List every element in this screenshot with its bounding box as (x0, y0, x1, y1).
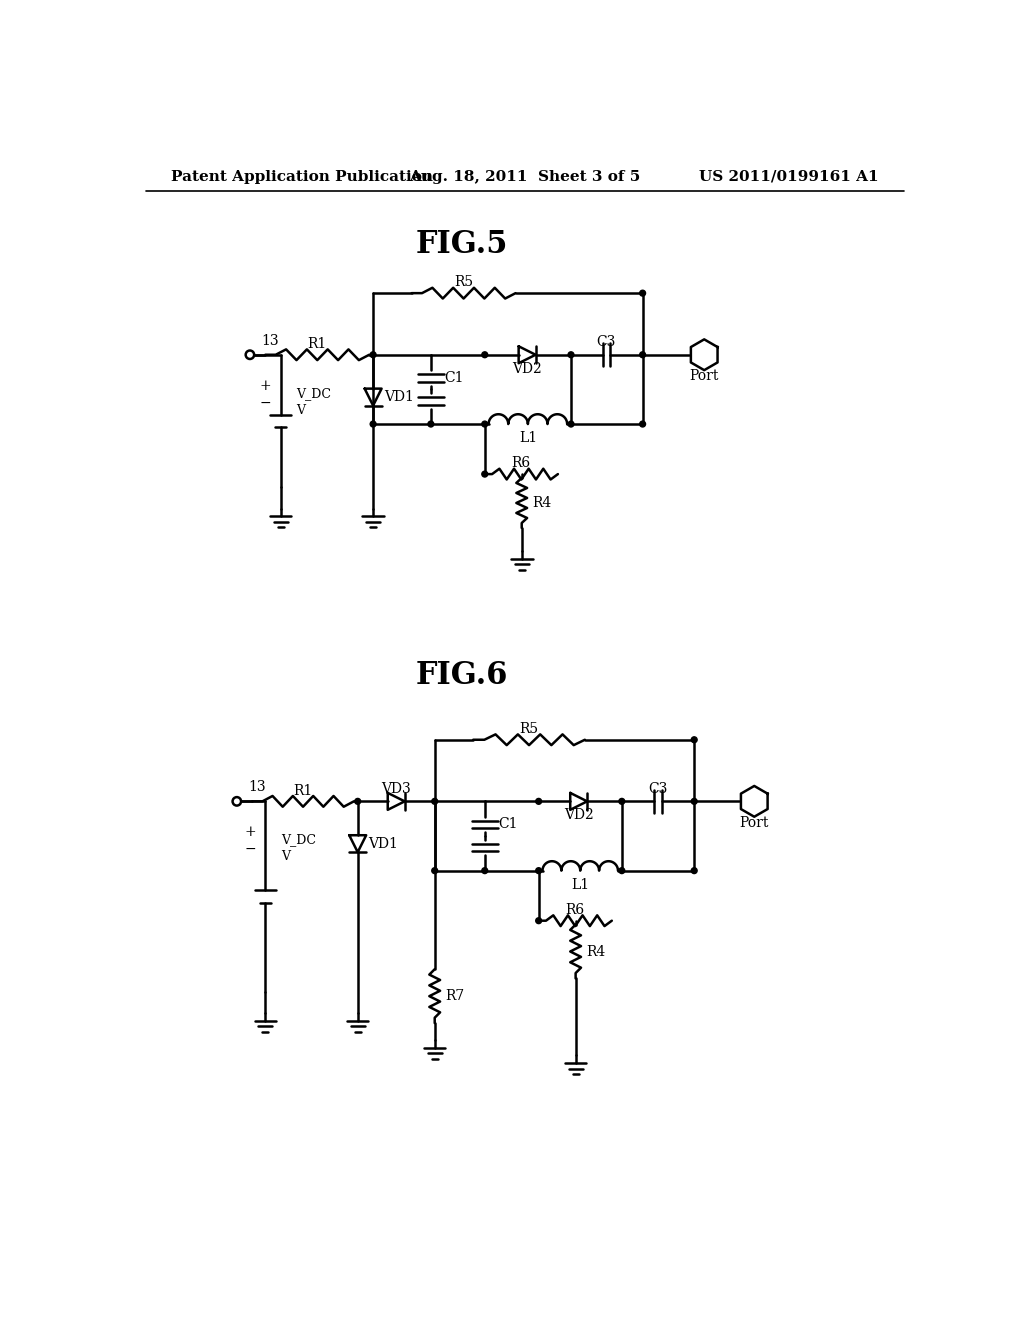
Circle shape (691, 799, 697, 804)
Text: V_DC: V_DC (281, 833, 315, 846)
Circle shape (371, 421, 376, 426)
Text: +: + (259, 379, 271, 392)
Circle shape (354, 799, 360, 804)
Circle shape (640, 290, 645, 296)
Text: Aug. 18, 2011  Sheet 3 of 5: Aug. 18, 2011 Sheet 3 of 5 (410, 170, 640, 183)
Text: R7: R7 (445, 989, 465, 1003)
Circle shape (482, 352, 487, 358)
Text: V: V (296, 404, 305, 417)
Text: VD3: VD3 (381, 781, 411, 796)
Circle shape (432, 867, 437, 874)
Circle shape (536, 799, 542, 804)
Text: R5: R5 (454, 276, 473, 289)
Circle shape (482, 421, 487, 426)
Text: VD1: VD1 (369, 837, 398, 850)
Text: FIG.5: FIG.5 (416, 230, 508, 260)
Text: R6: R6 (565, 903, 585, 917)
Text: VD2: VD2 (564, 808, 594, 822)
Text: R4: R4 (532, 496, 552, 510)
Text: Port: Port (739, 816, 769, 830)
Circle shape (371, 352, 376, 358)
Circle shape (568, 352, 573, 358)
Circle shape (536, 867, 542, 874)
Circle shape (482, 867, 487, 874)
Circle shape (618, 867, 625, 874)
Text: −: − (259, 396, 271, 409)
Circle shape (640, 421, 645, 426)
Circle shape (536, 917, 542, 924)
Text: VD2: VD2 (512, 362, 542, 376)
Text: C1: C1 (499, 817, 518, 832)
Text: −: − (244, 842, 256, 857)
Text: VD1: VD1 (384, 391, 414, 404)
Text: C3: C3 (597, 335, 616, 350)
Text: FIG.6: FIG.6 (416, 660, 508, 692)
Text: C3: C3 (648, 781, 668, 796)
Text: Port: Port (689, 370, 719, 383)
Circle shape (432, 799, 437, 804)
Text: R5: R5 (519, 722, 539, 737)
Text: L1: L1 (571, 878, 589, 891)
Text: US 2011/0199161 A1: US 2011/0199161 A1 (699, 170, 879, 183)
Circle shape (640, 352, 645, 358)
Circle shape (428, 421, 434, 426)
Circle shape (691, 867, 697, 874)
Circle shape (691, 737, 697, 743)
Text: V: V (281, 850, 290, 863)
Text: R6: R6 (512, 457, 530, 470)
Text: 13: 13 (249, 780, 266, 795)
Text: R1: R1 (307, 337, 327, 351)
Text: L1: L1 (519, 430, 537, 445)
Text: R4: R4 (587, 945, 605, 958)
Text: C1: C1 (444, 371, 464, 385)
Circle shape (482, 471, 487, 477)
Text: +: + (244, 825, 256, 840)
Circle shape (568, 421, 573, 426)
Text: R1: R1 (294, 784, 312, 797)
Text: V_DC: V_DC (296, 387, 331, 400)
Text: 13: 13 (261, 334, 280, 348)
Circle shape (618, 799, 625, 804)
Text: Patent Application Publication: Patent Application Publication (171, 170, 432, 183)
